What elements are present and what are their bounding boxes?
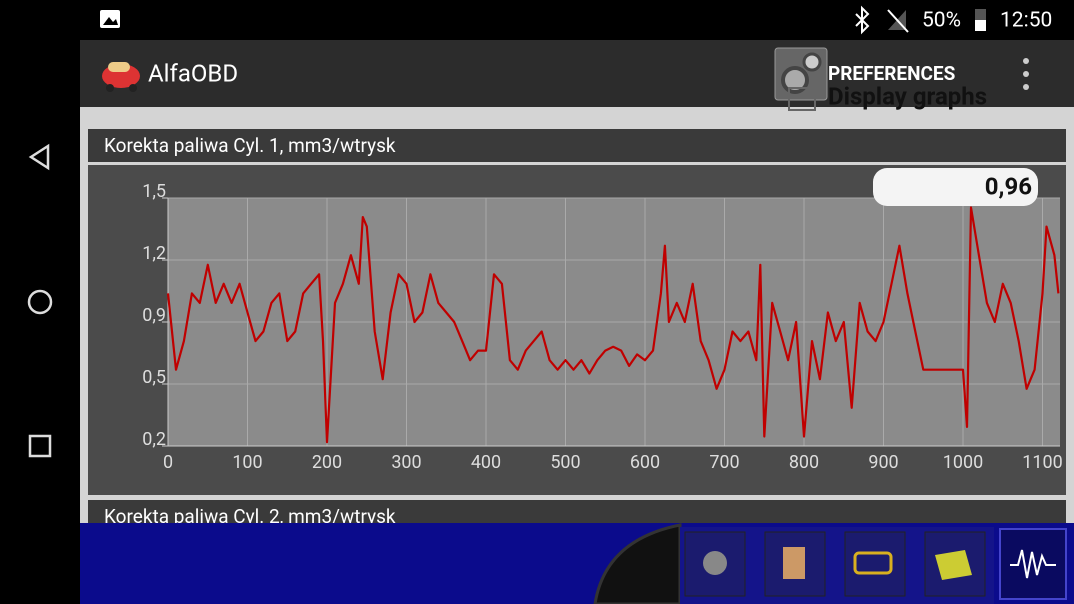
- y-tick-label: 1,2: [142, 243, 166, 264]
- overflow-dot[interactable]: [1023, 58, 1029, 64]
- x-tick-label: 1100: [1022, 452, 1062, 473]
- bluetooth-icon: [855, 5, 870, 35]
- battery-percent: 50%: [922, 9, 961, 33]
- panel-header: [88, 129, 1066, 162]
- toolbar-icon: [783, 547, 805, 579]
- toolbar-button-active[interactable]: [999, 528, 1067, 600]
- toolbar-icon: [935, 550, 972, 580]
- home-button[interactable]: [27, 289, 53, 315]
- gear: [781, 66, 809, 94]
- app-title: AlfaOBD: [148, 59, 238, 87]
- toolbar-dial: [593, 523, 682, 604]
- x-tick-label: 700: [709, 452, 739, 473]
- data-line: [166, 206, 1060, 444]
- y-tick-label: 0,5: [142, 367, 166, 388]
- battery-level: [975, 20, 986, 31]
- x-tick-label: 1000: [943, 452, 983, 473]
- app-logo-wheel: [106, 84, 114, 92]
- x-tick-label: 200: [312, 452, 342, 473]
- panel-title: Korekta paliwa Cyl. 2, mm3/wtrysk: [104, 505, 396, 528]
- reading-box: [873, 168, 1038, 206]
- overflow-dot: [1023, 71, 1029, 77]
- app-bar: [80, 40, 1074, 107]
- image-icon-glyph: [103, 17, 118, 25]
- checkbox[interactable]: [788, 87, 816, 111]
- x-tick-label: 800: [789, 452, 819, 473]
- app-logo-wheel: [129, 84, 137, 92]
- toolbar-icon: [1010, 549, 1056, 579]
- display-graphs-option[interactable]: Display graphs: [828, 82, 987, 110]
- gear: [802, 52, 822, 72]
- x-tick-label: 100: [232, 452, 262, 473]
- no-signal-slash: [887, 9, 909, 33]
- status-bar: [0, 0, 1074, 40]
- y-tick-label: 0,2: [142, 429, 166, 450]
- x-tick-label: 500: [550, 452, 580, 473]
- panel-title: Korekta paliwa Cyl. 1, mm3/wtrysk: [104, 134, 396, 157]
- x-tick-label: 300: [391, 452, 421, 473]
- x-tick-label: 400: [471, 452, 501, 473]
- preferences-button[interactable]: PREFERENCES: [828, 62, 956, 85]
- back-button[interactable]: [28, 143, 50, 171]
- app-logo-window: [108, 62, 130, 72]
- y-tick-label: 1,5: [142, 181, 166, 202]
- current-reading: 0,96: [985, 172, 1032, 200]
- toolbar-icon: [703, 551, 727, 575]
- recents-button[interactable]: [28, 434, 52, 458]
- y-tick-label: 0,9: [142, 305, 166, 326]
- overflow-dot: [1023, 84, 1029, 90]
- nav-bar: [0, 40, 80, 604]
- plot: 1,5 1,2 0,9 0,5 0,20 100 200 300 400 500 600 700 800…: [142, 181, 1063, 473]
- x-tick-label: 900: [868, 452, 898, 473]
- toolbar-icon: [853, 551, 893, 575]
- clock: 12:50: [1000, 9, 1052, 33]
- x-tick-label: 600: [630, 452, 660, 473]
- x-tick-label: 0: [163, 452, 173, 473]
